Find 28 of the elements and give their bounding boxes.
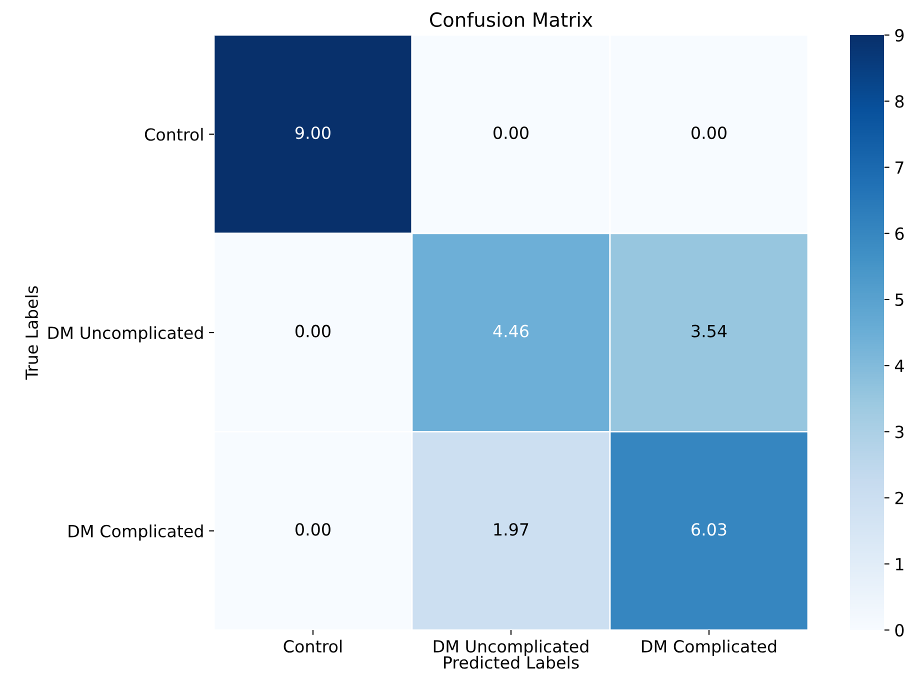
data-label: 6.03 [692,523,726,536]
x-axis-title: Predicted Labels [444,656,579,669]
data-label: 3.54 [692,324,727,338]
data-label: 0.00 [296,523,330,536]
color-bar-label: 8 [895,95,904,108]
x-tick-label: DM Complicated [642,640,776,656]
data-label: 1.97 [494,523,528,536]
y-tick-label: Control [144,128,203,141]
color-bar-label: 1 [896,558,904,570]
data-label: 9.00 [295,126,330,140]
y-tick-label: DM Uncomplicated [48,326,203,342]
color-bar-label: 2 [895,492,904,504]
color-bar-label: 5 [895,294,904,306]
data-label: 0.00 [494,126,528,140]
color-bar-label: 9 [895,29,904,42]
data-label: 4.46 [493,324,528,338]
y-tick-label: DM Complicated [68,524,203,541]
x-tick-label: DM Uncomplicated [434,640,588,656]
y-axis-title: True Labels [25,286,38,380]
color-bar-label: 4 [894,360,904,372]
color-bar-label: 6 [895,227,904,240]
color-bar-label: 0 [895,624,904,637]
color-bar-label: 7 [896,161,904,174]
color-bar-label: 3 [895,426,904,438]
x-tick-label: Control [284,640,342,653]
data-label: 0.00 [692,126,726,140]
data-label: 0.00 [296,324,330,338]
chart-title: Confusion Matrix [430,12,592,28]
